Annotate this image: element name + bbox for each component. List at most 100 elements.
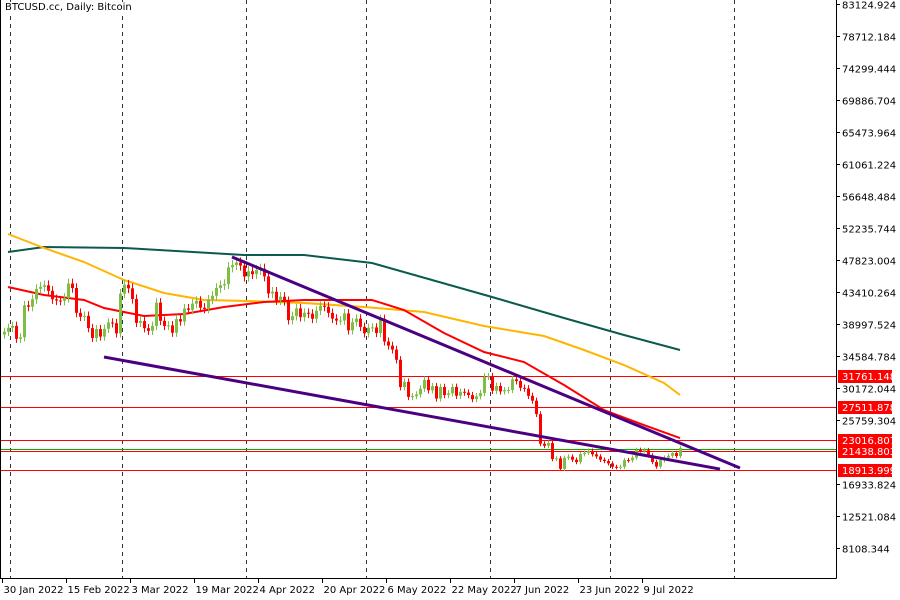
candle — [395, 345, 398, 364]
candle-body — [307, 312, 310, 314]
candle — [171, 321, 174, 337]
candle-body — [3, 331, 6, 335]
level-price-label: 18913.999 — [842, 466, 896, 477]
price-tick-label: 65473.964 — [842, 129, 896, 140]
candle — [23, 300, 26, 342]
time-axis-bg — [0, 579, 900, 600]
candle — [475, 393, 478, 403]
candle-body — [567, 456, 570, 458]
candle-body — [283, 296, 286, 302]
candle-body — [231, 265, 234, 268]
candle-body — [291, 316, 294, 321]
candle-body — [147, 328, 150, 331]
price-tick-label: 56648.484 — [842, 193, 896, 204]
candle — [91, 323, 94, 343]
candle — [303, 308, 306, 322]
candle — [391, 341, 394, 354]
candle-body — [87, 315, 90, 329]
candle-body — [631, 457, 634, 461]
candle-body — [55, 299, 58, 301]
candle — [615, 464, 618, 470]
candle — [31, 294, 34, 312]
candle-body — [91, 328, 94, 338]
candle-body — [543, 443, 546, 446]
candle-body — [323, 305, 326, 307]
candle-body — [355, 318, 358, 323]
candle — [327, 302, 330, 318]
candle-body — [583, 452, 586, 455]
candle-body — [267, 276, 270, 294]
candle-body — [375, 327, 378, 334]
candle — [87, 311, 90, 333]
candle — [587, 448, 590, 456]
candle — [503, 387, 506, 395]
price-tick-label: 34584.784 — [842, 353, 896, 364]
candle-body — [51, 290, 54, 300]
candle — [7, 323, 10, 336]
candle-body — [363, 326, 366, 334]
candle-body — [243, 265, 246, 277]
candle — [203, 303, 206, 314]
candle-body — [507, 389, 510, 391]
candle — [287, 296, 290, 325]
price-tick-label: 25759.304 — [842, 417, 896, 428]
candle — [675, 450, 678, 459]
candle — [131, 283, 134, 304]
candle — [231, 259, 234, 273]
candle-body — [351, 322, 354, 331]
candle-body — [119, 293, 122, 334]
candle — [463, 388, 466, 396]
price-tick-label: 83124.924 — [842, 1, 896, 12]
candle-body — [459, 391, 462, 396]
candle — [199, 296, 202, 313]
candle — [283, 292, 286, 306]
candle-body — [95, 329, 98, 338]
candle — [103, 324, 106, 341]
date-tick-label: 23 Jun 2022 — [580, 585, 640, 596]
candle-body — [371, 327, 374, 329]
candle-body — [403, 381, 406, 388]
price-tick-label: 74299.444 — [842, 65, 896, 76]
candle — [367, 323, 370, 338]
date-tick-label: 15 Feb 2022 — [68, 585, 130, 596]
candle-body — [239, 262, 242, 266]
candle — [251, 266, 254, 280]
candle — [595, 452, 598, 459]
candle-body — [671, 453, 674, 456]
candle — [399, 356, 402, 391]
level-price-label: 27511.878 — [842, 403, 896, 414]
candle-body — [531, 395, 534, 401]
candle-body — [163, 320, 166, 326]
candle-body — [667, 455, 670, 458]
level-price-label-bg — [838, 445, 892, 458]
candle-body — [299, 308, 302, 318]
candle-body — [339, 320, 342, 322]
candle — [403, 378, 406, 391]
price-tick-label: 12521.084 — [842, 513, 896, 524]
candle — [551, 440, 554, 462]
candle-body — [255, 269, 258, 275]
candle-body — [279, 296, 282, 301]
candle — [603, 457, 606, 464]
candle — [115, 318, 118, 338]
candle-body — [595, 454, 598, 457]
candle — [95, 324, 98, 343]
price-tick-label: 30172.044 — [842, 385, 896, 396]
price-tick-label: 69886.704 — [842, 97, 896, 108]
price-tick-label: 16933.824 — [842, 481, 896, 492]
price-tick-label: 47823.004 — [842, 257, 896, 268]
level-price-label-bg — [838, 464, 892, 477]
date-tick-label: 9 Jul 2022 — [644, 585, 694, 596]
moving-average-ma_mid — [7, 233, 681, 396]
candle-body — [347, 313, 350, 331]
candle-body — [315, 310, 318, 319]
candle-body — [131, 288, 134, 299]
candle-body — [35, 288, 38, 300]
candle-body — [579, 454, 582, 463]
candle — [363, 322, 366, 338]
candle — [651, 453, 654, 465]
candle — [43, 280, 46, 292]
candle-body — [655, 461, 658, 467]
candle — [207, 295, 210, 314]
